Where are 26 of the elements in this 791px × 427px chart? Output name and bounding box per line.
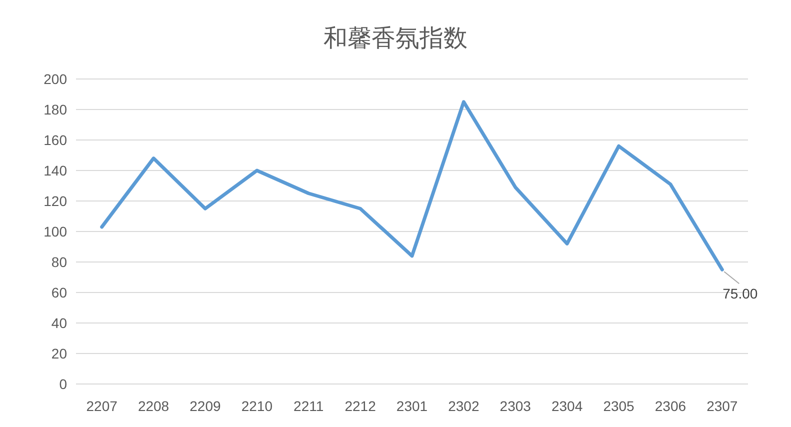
xtick: 2208 (138, 398, 170, 414)
ytick: 180 (44, 102, 67, 118)
title: 和馨香氛指数 (324, 25, 468, 52)
xtick: 2212 (344, 398, 376, 414)
ytick: 160 (44, 132, 67, 148)
xtick: 2303 (500, 398, 531, 414)
ytick: 120 (44, 193, 67, 209)
xtick: 2305 (603, 398, 634, 414)
ytick: 140 (44, 162, 67, 178)
ytick: 60 (51, 284, 67, 300)
xtick: 2306 (654, 398, 686, 414)
xtick: 2209 (190, 398, 221, 414)
xtick: 2210 (241, 398, 272, 414)
xtick: 2207 (86, 398, 118, 414)
xtick: 2304 (552, 398, 583, 414)
xtick: 2211 (294, 398, 324, 414)
ytick: 40 (51, 315, 67, 331)
ytick: 0 (59, 376, 67, 392)
ytick: 200 (44, 71, 67, 87)
ytick: 100 (44, 224, 67, 240)
ytick: 20 (51, 346, 67, 362)
ytick: 80 (51, 254, 67, 270)
xtick: 2301 (396, 398, 428, 414)
xtick: 2302 (448, 398, 480, 414)
xtick: 2307 (706, 398, 738, 414)
data-label: 75.00 (722, 286, 758, 302)
